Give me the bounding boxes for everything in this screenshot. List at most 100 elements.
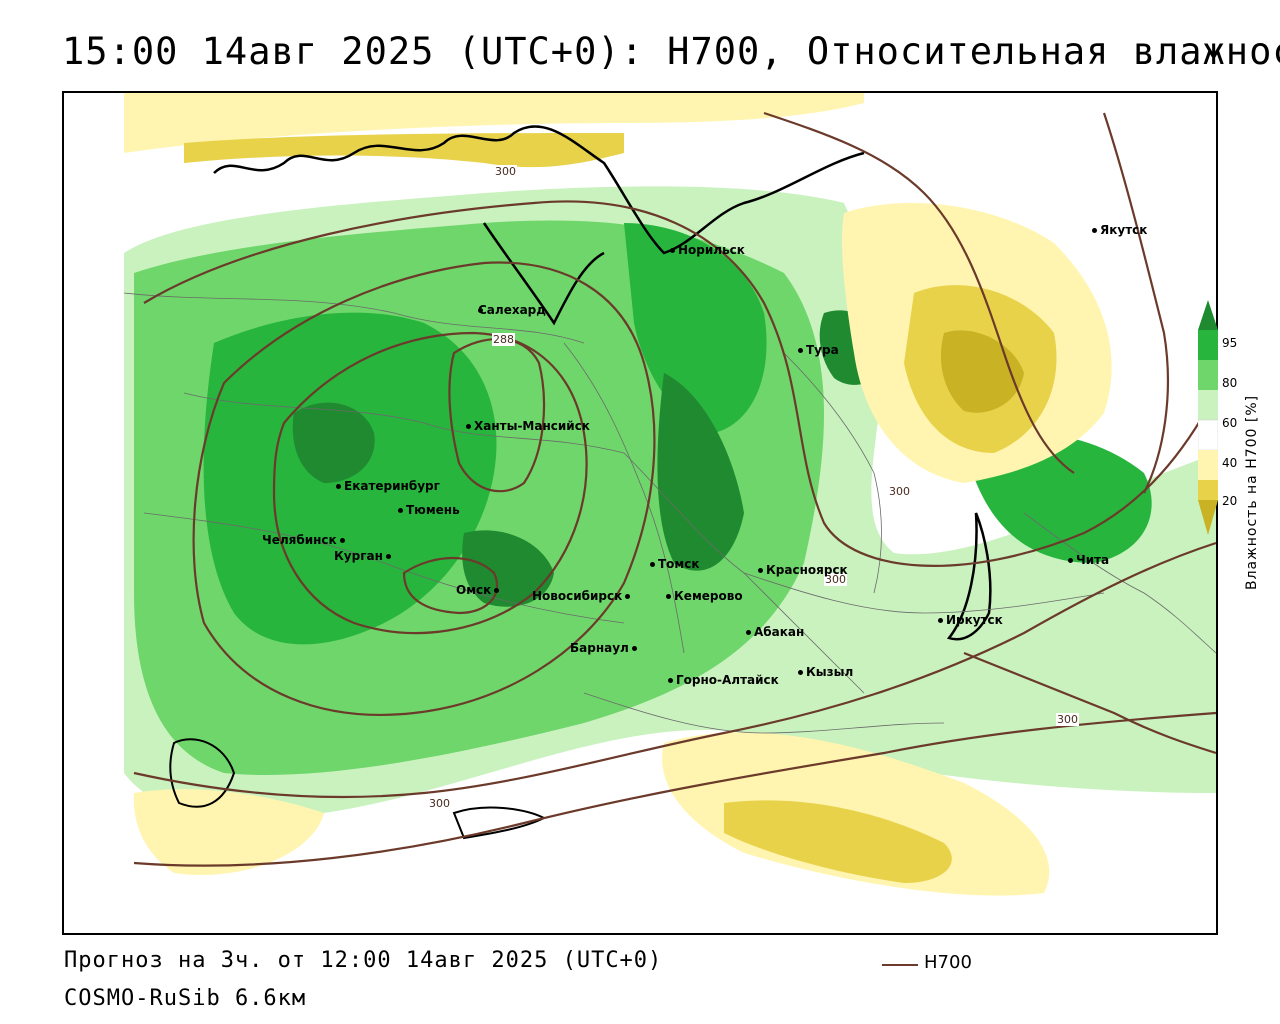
city-dot bbox=[339, 538, 345, 543]
city-label: Абакан bbox=[754, 625, 805, 639]
yamal-coast bbox=[482, 222, 605, 326]
humidity-band-95 bbox=[203, 312, 497, 645]
isoline-east-loop bbox=[1102, 112, 1169, 494]
city-marker[interactable]: Барнаул bbox=[570, 641, 640, 655]
city-marker[interactable]: Абакан bbox=[746, 625, 804, 639]
isoline-label: 288 bbox=[492, 333, 515, 346]
colorbar-segment bbox=[1198, 419, 1218, 451]
city-dot bbox=[631, 646, 637, 651]
admin-borders bbox=[123, 292, 1216, 734]
city-label: Иркутск bbox=[946, 613, 1003, 627]
city-marker[interactable]: Иркутск bbox=[938, 613, 1003, 627]
city-label: Екатеринбург bbox=[344, 479, 440, 493]
city-dot bbox=[625, 594, 631, 599]
isoline-outer-west bbox=[143, 200, 1216, 567]
city-dot bbox=[938, 618, 943, 623]
h700-isolines bbox=[133, 111, 1216, 867]
colorbar-tick: 20 bbox=[1222, 494, 1238, 508]
city-label: Якутск bbox=[1100, 223, 1148, 237]
city-marker[interactable]: Чита bbox=[1068, 553, 1109, 567]
h700-legend-line bbox=[882, 964, 918, 966]
city-label: Новосибирск bbox=[532, 589, 623, 603]
city-marker[interactable]: Горно-Алтайск bbox=[668, 673, 779, 687]
city-label: Салехард bbox=[478, 303, 546, 317]
isoline-south-3 bbox=[963, 651, 1216, 755]
city-dot bbox=[668, 678, 673, 683]
city-label: Ханты-Мансийск bbox=[474, 419, 590, 433]
colorbar-segment bbox=[1198, 360, 1218, 390]
city-marker[interactable]: Тура bbox=[798, 343, 839, 357]
isoline-label: 300 bbox=[494, 165, 517, 178]
city-label: Норильск bbox=[678, 243, 745, 257]
isoline-label: 300 bbox=[824, 573, 847, 586]
arctic-coastline bbox=[213, 125, 865, 255]
colorbar-segment bbox=[1198, 450, 1218, 480]
city-marker[interactable]: Томск bbox=[650, 557, 700, 571]
h700-legend-label: H700 bbox=[924, 952, 972, 973]
colorbar-segment bbox=[1198, 480, 1218, 500]
colorbar-tick: 80 bbox=[1222, 376, 1238, 390]
colorbar-tick: 40 bbox=[1222, 456, 1238, 470]
map-panel[interactable]: 300 288 300 300 300 300 Салехард Норильс… bbox=[62, 91, 1218, 935]
dry-zone-north bbox=[124, 93, 864, 153]
city-marker[interactable]: Новосибирск bbox=[532, 589, 633, 603]
city-label: Горно-Алтайск bbox=[676, 673, 779, 687]
city-marker[interactable]: Норильск bbox=[670, 243, 745, 257]
isoline-label: 300 bbox=[428, 797, 451, 810]
colorbar-tick: 95 bbox=[1222, 336, 1238, 350]
white-area-nw bbox=[64, 93, 124, 933]
isoline-east-2 bbox=[763, 111, 1075, 474]
city-dot bbox=[1092, 228, 1097, 233]
city-label: Томск bbox=[658, 557, 700, 571]
isoline-ring-4 bbox=[402, 557, 499, 615]
dry-zone-south-core bbox=[724, 800, 952, 883]
city-label: Барнаул bbox=[570, 641, 629, 655]
city-label: Чита bbox=[1076, 553, 1110, 567]
city-marker[interactable]: Красноярск bbox=[758, 563, 848, 577]
colorbar bbox=[1198, 300, 1218, 535]
city-dot bbox=[758, 568, 763, 573]
colorbar-title: Влажность на H700 [%] bbox=[1244, 394, 1260, 590]
humidity-core-2 bbox=[657, 373, 744, 571]
isoline-south bbox=[133, 541, 1216, 799]
city-marker[interactable]: Кемерово bbox=[666, 589, 743, 603]
colorbar-segment bbox=[1198, 390, 1218, 420]
forecast-text: Прогноз на 3ч. от 12:00 14авг 2025 (UTC+… bbox=[64, 948, 663, 973]
city-dot bbox=[746, 630, 751, 635]
city-label: Тюмень bbox=[406, 503, 460, 517]
white-area-ne bbox=[1164, 93, 1216, 293]
city-label: Курган bbox=[334, 549, 383, 563]
humidity-core-5 bbox=[462, 530, 554, 607]
city-marker[interactable]: Челябинск bbox=[262, 533, 348, 547]
city-dot bbox=[385, 554, 391, 559]
city-label: Кызыл bbox=[806, 665, 854, 679]
humidity-core-4 bbox=[292, 402, 375, 483]
dry-zone-north-core bbox=[184, 133, 624, 168]
city-dot bbox=[1068, 558, 1073, 563]
isoline-ring-1 bbox=[192, 261, 656, 716]
city-dot bbox=[650, 562, 655, 567]
city-marker[interactable]: Кызыл bbox=[798, 665, 853, 679]
geography-outlines bbox=[123, 125, 1216, 840]
city-dot bbox=[494, 588, 500, 593]
colorbar-segment bbox=[1198, 330, 1218, 360]
city-marker[interactable]: Якутск bbox=[1092, 223, 1147, 237]
city-marker[interactable]: Тюмень bbox=[398, 503, 460, 517]
city-marker[interactable]: Омск bbox=[456, 583, 502, 597]
city-marker[interactable]: Салехард bbox=[478, 289, 546, 317]
city-label: Кемерово bbox=[674, 589, 743, 603]
city-label: Тура bbox=[806, 343, 839, 357]
baikal-lake bbox=[946, 512, 992, 641]
city-marker[interactable]: Ханты-Мансийск bbox=[466, 419, 590, 433]
city-marker[interactable]: Курган bbox=[334, 549, 394, 563]
city-dot bbox=[798, 348, 803, 353]
city-dot bbox=[666, 594, 671, 599]
isoline-ring-3 bbox=[448, 337, 546, 493]
colorbar-tick: 60 bbox=[1222, 416, 1238, 430]
page-title: 15:00 14авг 2025 (UTC+0): H700, Относите… bbox=[62, 30, 1280, 73]
city-label: Челябинск bbox=[262, 533, 337, 547]
city-dot bbox=[398, 508, 403, 513]
city-label: Омск bbox=[456, 583, 492, 597]
caspian-outline bbox=[169, 738, 236, 808]
city-marker[interactable]: Екатеринбург bbox=[336, 479, 440, 493]
